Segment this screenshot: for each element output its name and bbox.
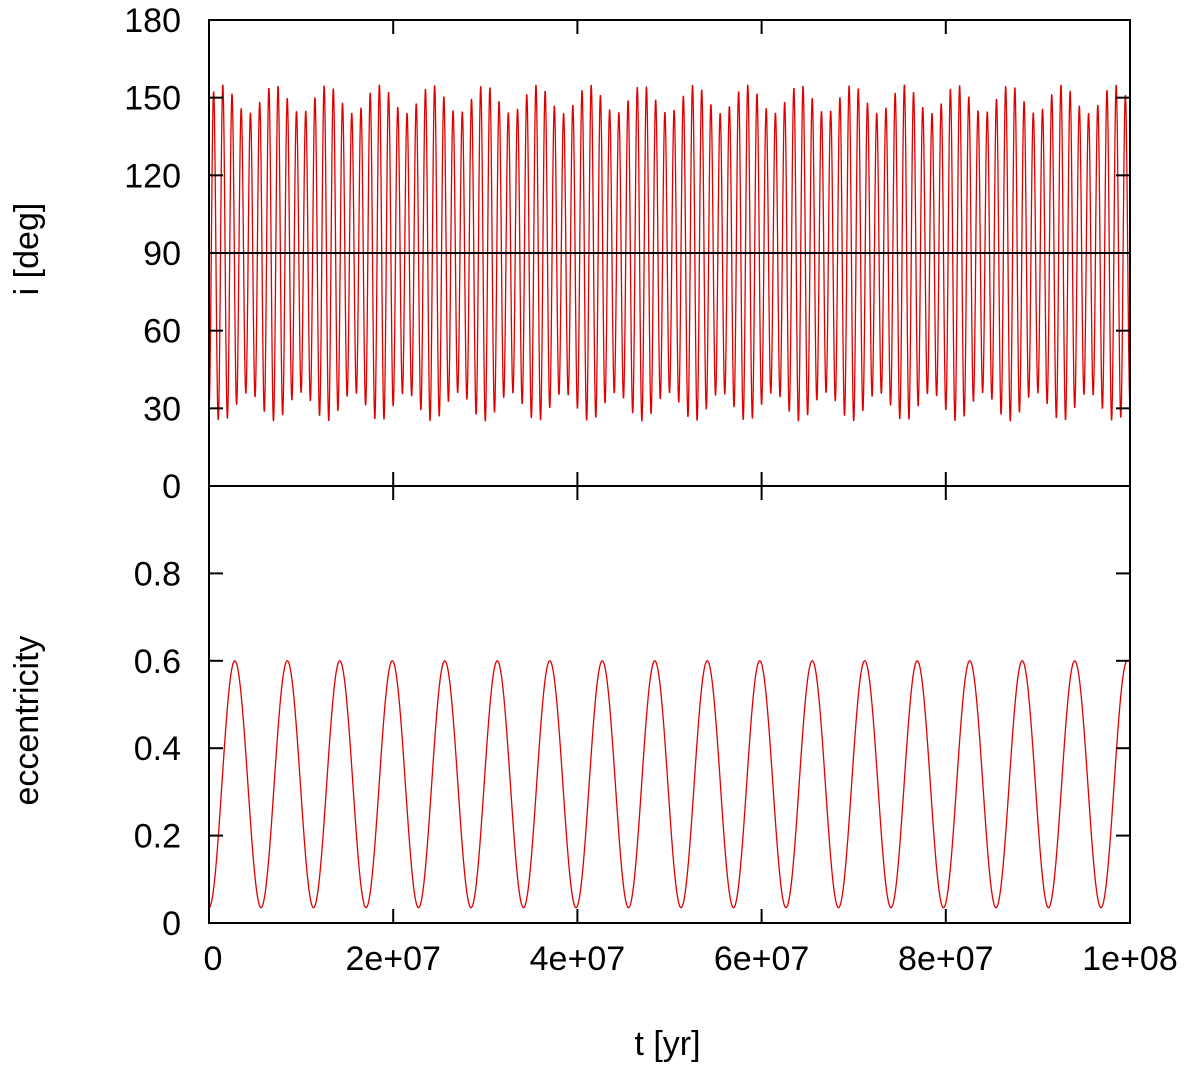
eccentricity-ytick-label: 0.4 — [134, 730, 181, 768]
eccentricity-xtick-label: 1e+08 — [1082, 940, 1178, 978]
inclination-ylabel: i [deg] — [8, 203, 46, 296]
eccentricity-xtick-label: 2e+07 — [345, 940, 441, 978]
inclination-ytick-label: 0 — [162, 468, 181, 506]
inclination-ytick-label: 150 — [124, 80, 181, 118]
eccentricity-series-line — [208, 660, 1128, 909]
inclination-ytick-label: 180 — [124, 2, 181, 40]
eccentricity-xtick-label: 4e+07 — [530, 940, 626, 978]
eccentricity-xlabel: t [yr] — [634, 1025, 700, 1063]
eccentricity-ytick-label: 0.8 — [134, 555, 181, 593]
inclination-ytick-label: 60 — [143, 313, 181, 351]
inclination-series-line — [208, 84, 1131, 422]
eccentricity-ytick-label: 0.2 — [134, 818, 181, 856]
eccentricity-xtick-label: 0 — [204, 940, 223, 978]
eccentricity-plot-frame — [208, 485, 1131, 924]
eccentricity-ylabel: eccentricity — [8, 635, 46, 805]
inclination-ytick-label: 90 — [143, 235, 181, 273]
eccentricity-ytick-label: 0 — [162, 905, 181, 943]
inclination-ytick-label: 120 — [124, 157, 181, 195]
eccentricity-ytick-label: 0.6 — [134, 643, 181, 681]
eccentricity-xtick-label: 8e+07 — [898, 940, 994, 978]
inclination-ytick-label: 30 — [143, 390, 181, 428]
eccentricity-xtick-label: 6e+07 — [714, 940, 810, 978]
